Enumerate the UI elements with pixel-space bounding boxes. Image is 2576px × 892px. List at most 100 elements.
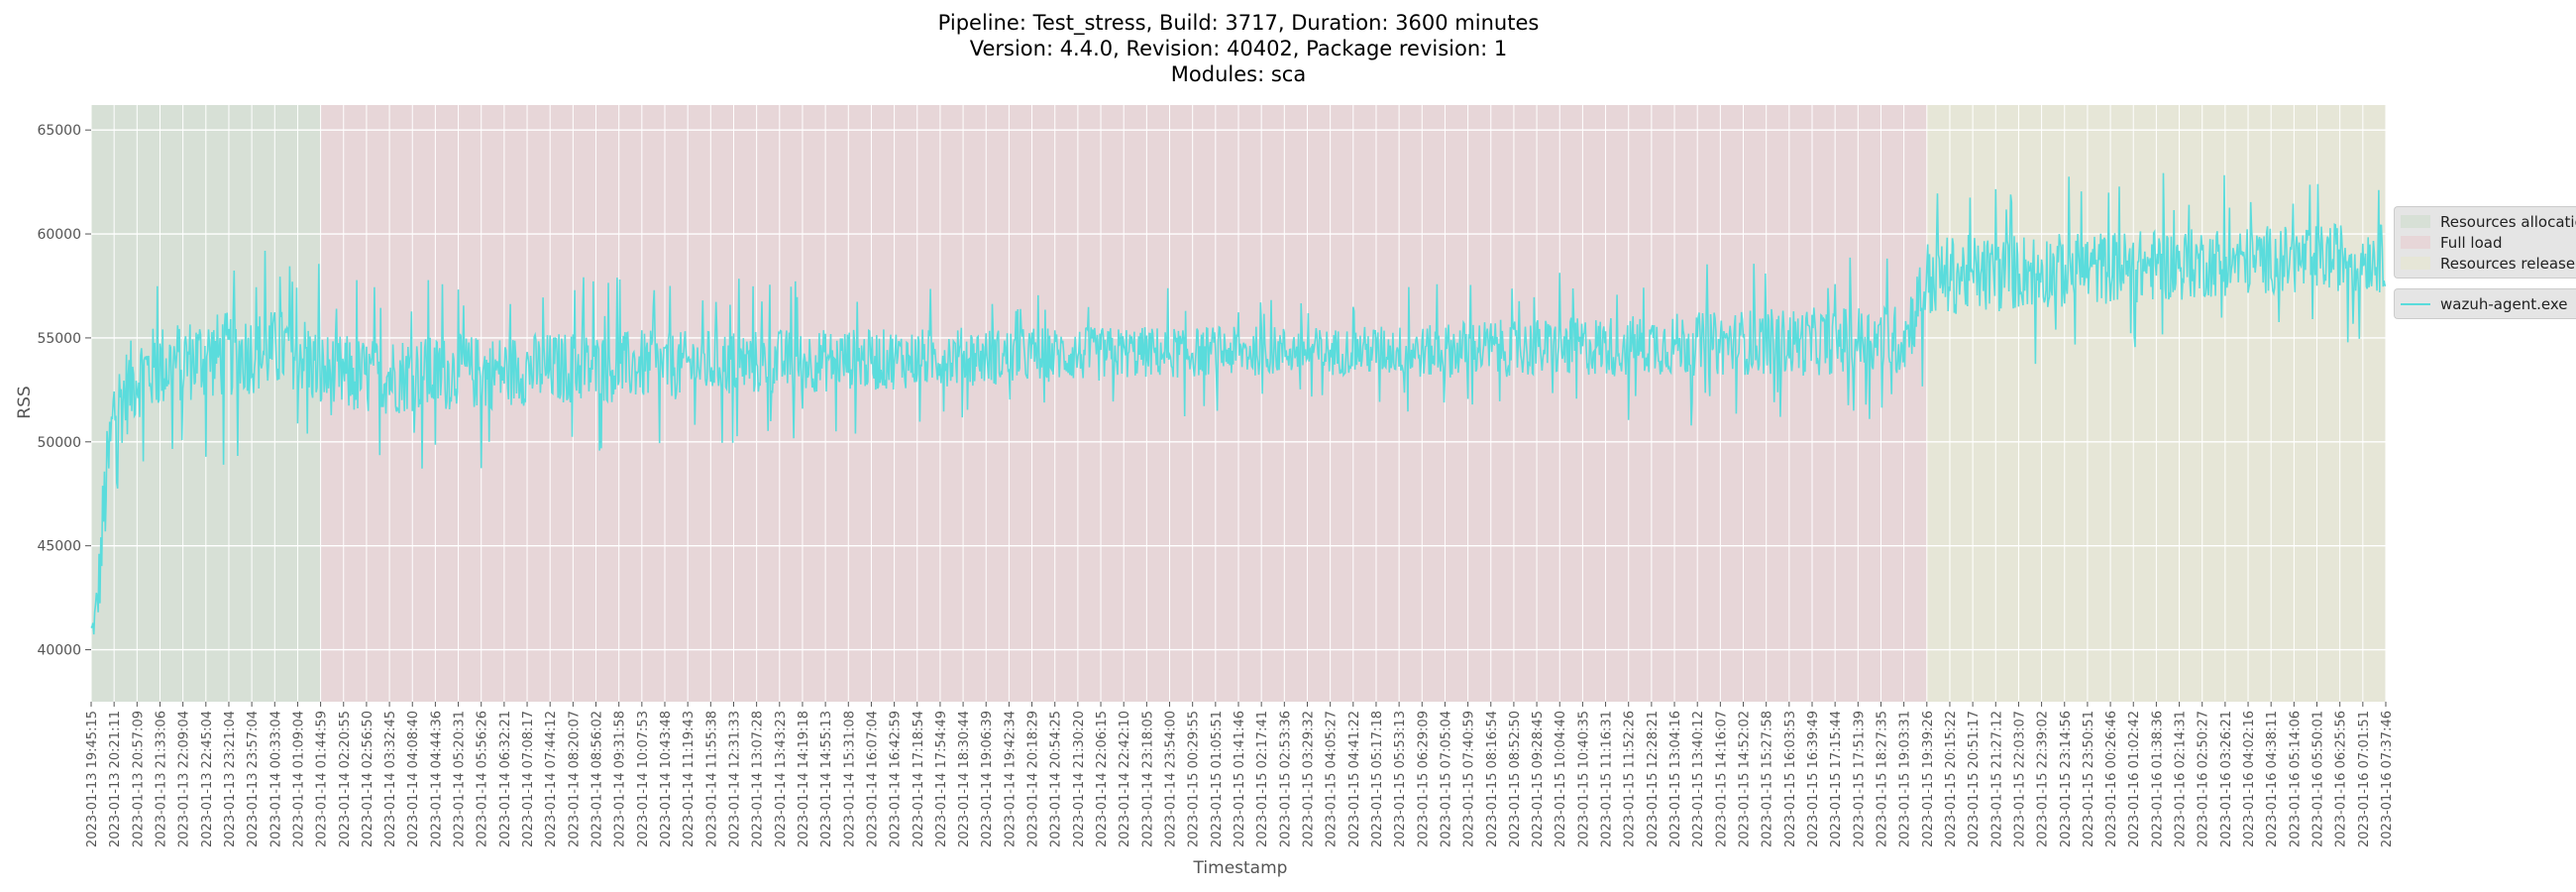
x-tick-label: 2023-01-14 16:42:59: [889, 711, 904, 847]
x-tick-label: 2023-01-15 11:16:31: [1600, 711, 1615, 847]
x-tick-label: 2023-01-14 04:44:36: [429, 711, 444, 847]
x-tick-label: 2023-01-15 14:52:02: [1738, 711, 1753, 847]
x-tick-label: 2023-01-15 04:05:27: [1325, 711, 1340, 847]
legend-item-wazuh-agent: wazuh-agent.exe: [2401, 293, 2576, 314]
x-tick-label: 2023-01-15 23:14:56: [2059, 711, 2074, 847]
x-tick-label: 2023-01-13 21:33:06: [154, 711, 168, 847]
x-tick-label: 2023-01-15 15:27:58: [1761, 711, 1775, 847]
x-tick-label: 2023-01-14 10:07:53: [636, 711, 651, 847]
x-tick-label: 2023-01-16 02:14:31: [2174, 711, 2189, 847]
legend-item-full-load: Full load: [2401, 232, 2576, 253]
x-tick-label: 2023-01-14 20:54:25: [1049, 711, 1064, 847]
x-tick-label: 2023-01-13 20:21:11: [108, 711, 123, 847]
phase-legend: Resources allocation Full load Resources…: [2394, 206, 2576, 279]
x-tick-label: 2023-01-14 12:31:33: [727, 711, 742, 847]
x-tick-label: 2023-01-15 01:41:46: [1233, 711, 1247, 847]
x-tick-label: 2023-01-16 00:26:46: [2104, 711, 2119, 847]
x-tick-label: 2023-01-15 17:51:39: [1852, 711, 1867, 847]
series-layer: [90, 172, 2387, 635]
chart-title-line-2: Version: 4.4.0, Revision: 40402, Package…: [969, 37, 1508, 60]
legend-swatch: [2401, 257, 2430, 270]
y-tick-label: 50000: [37, 435, 81, 451]
x-tick-label: 2023-01-15 19:03:31: [1898, 711, 1913, 847]
y-tick-label: 45000: [37, 539, 81, 555]
x-tick-label: 2023-01-14 06:32:21: [498, 711, 513, 847]
x-tick-label: 2023-01-15 06:29:09: [1416, 711, 1431, 847]
x-tick-label: 2023-01-15 02:53:36: [1278, 711, 1293, 847]
x-tick-label: 2023-01-14 11:55:38: [704, 711, 719, 847]
x-tick-label: 2023-01-14 22:06:15: [1095, 711, 1110, 847]
x-tick-label: 2023-01-15 08:52:50: [1508, 711, 1523, 847]
x-tick-label: 2023-01-15 21:27:12: [1989, 711, 2004, 847]
x-tick-label: 2023-01-15 01:05:51: [1210, 711, 1225, 847]
x-tick-label: 2023-01-14 23:18:05: [1140, 711, 1155, 847]
y-tick-label: 60000: [37, 227, 81, 243]
x-tick-label: 2023-01-14 05:20:31: [453, 711, 468, 847]
x-tick-label: 2023-01-14 20:18:29: [1026, 711, 1041, 847]
x-tick-label: 2023-01-15 07:40:59: [1462, 711, 1477, 847]
x-tick-label: 2023-01-15 05:53:13: [1393, 711, 1408, 847]
legend-label: wazuh-agent.exe: [2440, 294, 2568, 313]
legend-item-resources-release: Resources release: [2401, 253, 2576, 274]
x-tick-label: 2023-01-15 22:39:02: [2036, 711, 2051, 847]
chart-title: Pipeline: Test_stress, Build: 3717, Dura…: [0, 10, 2477, 87]
chart-title-line-3: Modules: sca: [1170, 62, 1307, 86]
x-tick-label: 2023-01-15 13:40:12: [1691, 711, 1706, 847]
x-tick-label: 2023-01-15 17:15:44: [1829, 711, 1844, 847]
legend-label: Resources allocation: [2440, 212, 2576, 231]
x-tick-label: 2023-01-14 14:19:18: [797, 711, 811, 847]
x-tick-label: 2023-01-14 17:54:49: [934, 711, 949, 847]
x-tick-label: 2023-01-16 04:38:11: [2265, 711, 2280, 847]
x-tick-label: 2023-01-15 02:17:41: [1255, 711, 1270, 847]
x-tick-label: 2023-01-15 20:15:22: [1944, 711, 1959, 847]
legend-line-swatch: [2401, 302, 2430, 305]
x-tick-label: 2023-01-15 23:50:51: [2082, 711, 2096, 847]
x-tick-label: 2023-01-14 02:56:50: [361, 711, 376, 847]
x-tick-label: 2023-01-14 00:33:04: [268, 711, 283, 847]
x-tick-label: 2023-01-15 13:04:16: [1668, 711, 1683, 847]
x-tick-label: 2023-01-16 02:50:27: [2197, 711, 2211, 847]
x-tick-label: 2023-01-14 01:44:59: [315, 711, 330, 847]
x-tick-label: 2023-01-14 08:20:07: [567, 711, 582, 847]
y-tick-label: 65000: [37, 123, 81, 139]
x-tick-label: 2023-01-14 17:18:54: [912, 711, 926, 847]
x-tick-label: 2023-01-14 07:08:17: [521, 711, 536, 847]
x-tick-label: 2023-01-14 14:55:13: [819, 711, 834, 847]
x-tick-label: 2023-01-16 05:14:06: [2288, 711, 2303, 847]
x-tick-label: 2023-01-15 16:39:49: [1806, 711, 1821, 847]
legend-swatch: [2401, 215, 2430, 228]
x-tick-label: 2023-01-16 03:26:21: [2219, 711, 2234, 847]
x-tick-label: 2023-01-13 19:45:15: [85, 711, 100, 847]
x-tick-label: 2023-01-14 11:19:43: [682, 711, 697, 847]
x-tick-label: 2023-01-14 02:20:55: [338, 711, 353, 847]
x-tick-label: 2023-01-16 01:02:42: [2127, 711, 2142, 847]
x-tick-label: 2023-01-13 22:09:04: [177, 711, 192, 847]
x-tick-label: 2023-01-14 23:54:00: [1164, 711, 1179, 847]
x-tick-label: 2023-01-15 18:27:35: [1875, 711, 1889, 847]
x-tick-label: 2023-01-13 20:57:09: [131, 711, 146, 847]
x-tick-label: 2023-01-15 12:28:21: [1646, 711, 1661, 847]
x-tick-label: 2023-01-14 13:43:23: [774, 711, 789, 847]
y-tick-label: 40000: [37, 643, 81, 659]
x-tick-label: 2023-01-15 09:28:45: [1531, 711, 1546, 847]
x-tick-label: 2023-01-15 22:03:07: [2012, 711, 2027, 847]
x-tick-label: 2023-01-16 06:25:56: [2334, 711, 2349, 847]
x-tick-label: 2023-01-15 16:03:53: [1783, 711, 1798, 847]
x-tick-label: 2023-01-14 04:08:40: [406, 711, 421, 847]
x-tick-label: 2023-01-16 04:02:16: [2242, 711, 2257, 847]
x-axis: 2023-01-13 19:45:15 2023-01-13 20:21:11 20…: [85, 702, 2395, 847]
y-tick-label: 55000: [37, 331, 81, 347]
chart-title-line-1: Pipeline: Test_stress, Build: 3717, Dura…: [937, 11, 1540, 35]
x-tick-label: 2023-01-15 11:52:26: [1623, 711, 1638, 847]
x-tick-label: 2023-01-14 03:32:45: [383, 711, 398, 847]
series-legend: wazuh-agent.exe: [2394, 288, 2576, 319]
x-tick-label: 2023-01-14 01:09:04: [291, 711, 306, 847]
x-tick-label: 2023-01-14 09:31:58: [613, 711, 628, 847]
x-tick-label: 2023-01-15 08:16:54: [1485, 711, 1500, 847]
x-tick-label: 2023-01-14 08:56:02: [590, 711, 605, 847]
x-tick-label: 2023-01-14 07:44:12: [544, 711, 559, 847]
x-tick-label: 2023-01-14 18:30:44: [957, 711, 972, 847]
x-axis-label: Timestamp: [1193, 858, 1288, 878]
x-tick-label: 2023-01-15 10:04:40: [1554, 711, 1568, 847]
x-tick-label: 2023-01-15 05:17:18: [1370, 711, 1385, 847]
